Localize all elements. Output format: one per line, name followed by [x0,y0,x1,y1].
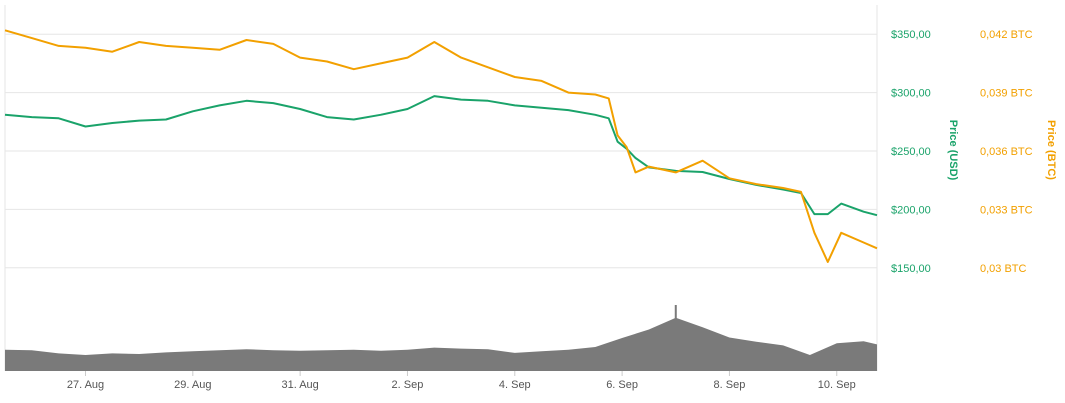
btc-axis-title: Price (BTC) [1045,120,1057,180]
gridlines [4,5,878,371]
usd-price-line [4,95,878,217]
date-tick-label: 10. Sep [818,379,856,391]
usd-tick-labels: $150,00 $200,00 $250,00 $300,00 $350,00 [891,29,931,275]
usd-tick-label: $150,00 [891,263,931,275]
date-tick-label: 8. Sep [714,379,746,391]
usd-axis-title: Price (USD) [947,120,959,181]
date-tick-label: 31. Aug [281,379,318,391]
usd-tick-label: $200,00 [891,204,931,216]
btc-tick-label: 0,033 BTC [980,204,1033,216]
date-tick-label: 29. Aug [174,379,211,391]
volume-area [5,317,877,371]
btc-tick-label: 0,036 BTC [980,146,1033,158]
date-tick-label: 4. Sep [499,379,531,391]
btc-tick-label: 0,042 BTC [980,29,1033,41]
volume-area-group [5,305,877,371]
usd-tick-label: $350,00 [891,29,931,41]
usd-tick-label: $300,00 [891,88,931,100]
btc-tick-label: 0,03 BTC [980,263,1027,275]
date-tick-label: 6. Sep [606,379,638,391]
btc-tick-labels: 0,03 BTC 0,033 BTC 0,036 BTC 0,039 BTC 0,042… [980,29,1033,275]
price-lines-group [4,29,878,263]
date-tick-label: 27. Aug [67,379,104,391]
btc-price-line [4,29,878,263]
btc-tick-label: 0,039 BTC [980,88,1033,100]
date-tick-label: 2. Sep [392,379,424,391]
usd-tick-label: $250,00 [891,146,931,158]
date-tick-labels: 27. Aug 29. Aug 31. Aug 2. Sep 4. Sep 6. Sep 8… [67,371,856,391]
